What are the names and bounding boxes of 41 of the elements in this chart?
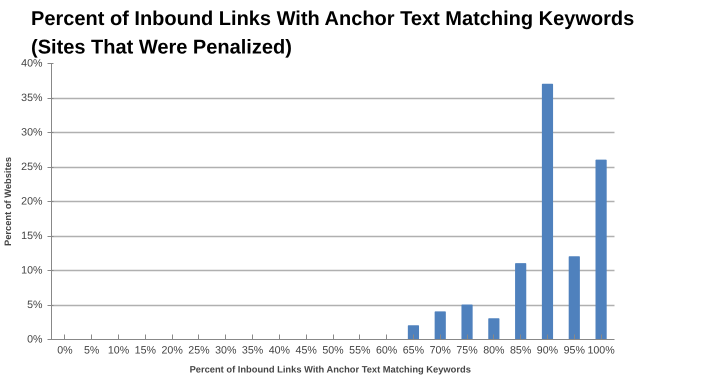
x-tick-label: 30% bbox=[215, 344, 237, 356]
bar bbox=[568, 256, 580, 340]
y-tick-label: 20% bbox=[21, 196, 44, 208]
x-tick-label: 15% bbox=[134, 344, 157, 356]
x-axis-title: Percent of Inbound Links With Anchor Text Matching Keywords bbox=[190, 364, 471, 374]
x-tick-label: 40% bbox=[268, 344, 291, 356]
x-tick-label: 90% bbox=[536, 344, 559, 356]
y-tick-label: 30% bbox=[21, 126, 44, 138]
x-tick-label: 5% bbox=[84, 344, 100, 356]
x-tick-label: 65% bbox=[402, 344, 425, 356]
y-tick-label: 10% bbox=[21, 264, 44, 276]
bar bbox=[488, 318, 500, 340]
x-tick-label: 95% bbox=[564, 344, 586, 356]
bar bbox=[461, 304, 473, 340]
x-tick-label: 55% bbox=[349, 344, 371, 356]
bar bbox=[434, 311, 446, 340]
y-tick-label: 40% bbox=[21, 58, 44, 70]
x-tick-label: 80% bbox=[483, 344, 506, 356]
x-tick-label: 85% bbox=[510, 344, 532, 356]
y-tick-label: 35% bbox=[21, 92, 44, 104]
x-tick-label: 45% bbox=[296, 344, 318, 356]
y-tick-label: 25% bbox=[21, 161, 44, 173]
chart-title: Percent of Inbound Links With Anchor Text Matching Keywords (Sites That Were Penalized) bbox=[31, 8, 634, 58]
x-tick-label: 20% bbox=[161, 344, 184, 356]
x-tick-label: 50% bbox=[322, 344, 344, 356]
x-tick-label: 100% bbox=[587, 344, 616, 356]
x-tick-label: 60% bbox=[376, 344, 398, 356]
y-tick-label: 0% bbox=[27, 334, 44, 346]
bar bbox=[515, 263, 526, 340]
x-tick-label: 70% bbox=[430, 344, 452, 356]
y-tick-label: 15% bbox=[21, 230, 44, 242]
x-tick-label: 0% bbox=[57, 344, 74, 356]
x-tick-label: 25% bbox=[188, 344, 210, 356]
y-tick-label: 5% bbox=[27, 299, 44, 311]
bar bbox=[596, 160, 607, 340]
bar bbox=[542, 84, 554, 340]
x-tick-label: 35% bbox=[242, 344, 264, 356]
y-axis-title: Percent of Websites bbox=[3, 156, 14, 246]
x-tick-label: 10% bbox=[108, 344, 130, 356]
bar bbox=[408, 325, 420, 340]
x-tick-label: 75% bbox=[456, 344, 478, 356]
